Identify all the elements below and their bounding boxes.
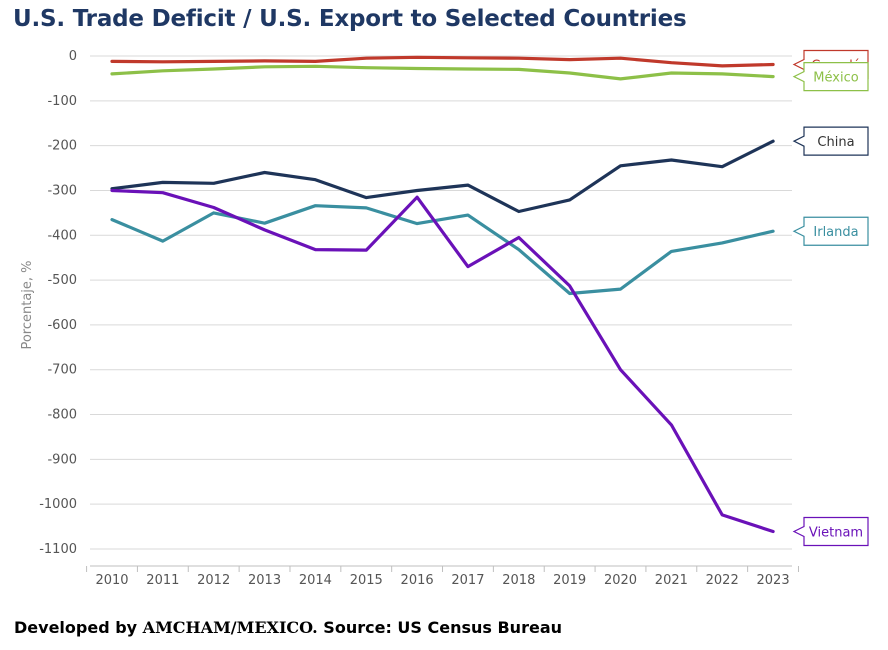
axes xyxy=(86,565,799,572)
series-line-vietnam xyxy=(110,188,775,534)
x-tick-label: 2014 xyxy=(299,573,332,588)
y-tick-label: -1000 xyxy=(39,497,77,512)
source-footer: Developed by AMCHAM/MEXICO. Source: US C… xyxy=(14,618,562,637)
y-tick-label: -200 xyxy=(47,139,77,154)
series-line-méxico xyxy=(110,64,775,81)
x-tick-label: 2018 xyxy=(502,573,535,588)
chart-title: U.S. Trade Deficit / U.S. Export to Sele… xyxy=(13,6,687,32)
x-tick-label: 2019 xyxy=(553,573,586,588)
legend-box xyxy=(792,216,869,246)
footer-suffix: Source: US Census Bureau xyxy=(317,618,562,637)
y-tick-label: -800 xyxy=(47,408,77,423)
y-tick-label: -700 xyxy=(47,363,77,378)
y-tick-label: 0 xyxy=(69,49,77,64)
x-tick-label: 2010 xyxy=(95,573,128,588)
y-tick-label: -1100 xyxy=(39,542,77,557)
legend-label: Irlanda xyxy=(813,225,858,240)
series-line-china xyxy=(110,139,775,214)
y-tick-label: -100 xyxy=(47,94,77,109)
x-tick-label: 2022 xyxy=(706,573,739,588)
legend-box xyxy=(792,126,869,156)
footer-prefix: Developed by xyxy=(14,618,143,637)
x-tick-label: 2012 xyxy=(197,573,230,588)
y-tick-label: -900 xyxy=(47,452,77,467)
grid-lines xyxy=(90,55,792,550)
footer-brand: AMCHAM/MEXICO. xyxy=(142,618,318,637)
y-tick-label: -600 xyxy=(47,318,77,333)
x-axis-ticks: 2010 2011 2012 2013 2014 2015 2016 2017 2018 2019… xyxy=(95,573,789,588)
x-tick-label: 2011 xyxy=(146,573,179,588)
y-axis-label: Porcentaje, % xyxy=(20,260,35,349)
y-tick-label: -500 xyxy=(47,273,77,288)
legend-label: China xyxy=(817,135,854,150)
x-tick-label: 2017 xyxy=(451,573,484,588)
x-tick-label: 2016 xyxy=(401,573,434,588)
x-tick-label: 2020 xyxy=(604,573,637,588)
series-lines xyxy=(110,55,775,534)
legend-box xyxy=(792,516,869,547)
series-line-irlanda xyxy=(110,204,775,296)
x-tick-label: 2023 xyxy=(757,573,790,588)
legend-box xyxy=(792,62,869,92)
y-tick-label: -300 xyxy=(47,183,77,198)
y-tick-label: -400 xyxy=(47,228,77,243)
x-tick-label: 2013 xyxy=(248,573,281,588)
legend-callouts: CanadáMéxicoChinaIrlandaVietnam xyxy=(792,49,869,547)
legend-label: México xyxy=(813,71,858,86)
x-tick-label: 2015 xyxy=(350,573,383,588)
x-tick-label: 2021 xyxy=(655,573,688,588)
y-axis-ticks: 0 -100 -200 -300 -400 -500 -600 -700 -800 -900 -10… xyxy=(39,49,77,557)
series-line-canadá xyxy=(110,55,775,68)
legend-label: Vietnam xyxy=(809,526,863,541)
